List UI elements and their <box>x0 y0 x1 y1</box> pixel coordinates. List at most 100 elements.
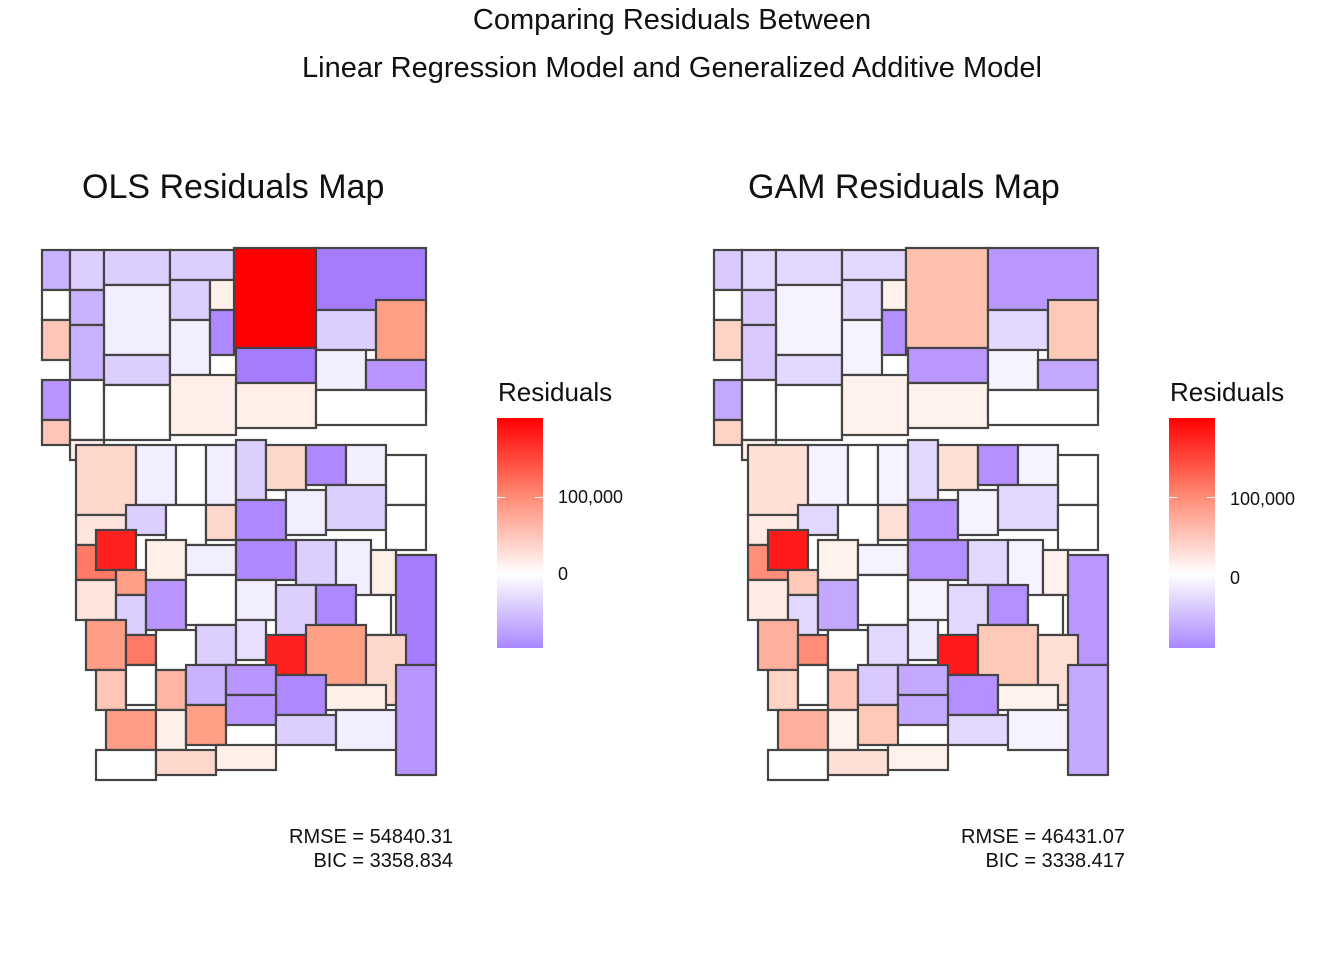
census-tract <box>906 498 960 542</box>
census-tract <box>740 323 778 382</box>
census-tract <box>946 673 1000 717</box>
ols-legend-label-0: 0 <box>558 564 569 584</box>
ols-panel-title: OLS Residuals Map <box>82 168 385 206</box>
census-tract <box>124 663 158 707</box>
ols-legend-tick-0 <box>497 574 505 575</box>
census-tract <box>740 248 778 292</box>
gam-panel-title: GAM Residuals Map <box>748 168 1060 206</box>
ols-bic: BIC = 3358.834 <box>313 850 453 872</box>
census-tract <box>774 248 844 287</box>
census-tract <box>986 388 1100 427</box>
census-tract <box>906 381 990 430</box>
gam-legend-title: Residuals <box>1170 377 1285 407</box>
census-tract <box>956 488 1000 537</box>
census-tract <box>234 578 278 622</box>
census-tract <box>856 543 910 577</box>
census-tract <box>168 248 236 282</box>
census-tract <box>740 288 778 327</box>
census-tract <box>154 708 188 752</box>
census-tract <box>314 246 428 312</box>
census-tract <box>94 748 158 782</box>
census-tract <box>946 713 1010 747</box>
ols-legend-tick-100000-right <box>535 497 543 498</box>
census-tract <box>314 308 378 352</box>
census-tract <box>214 743 278 772</box>
census-tract <box>294 538 338 587</box>
census-tract <box>184 703 228 747</box>
census-tract <box>168 318 212 377</box>
census-tract <box>796 663 830 707</box>
gam-legend-tick-100000-right <box>1207 497 1215 498</box>
census-tract <box>1006 708 1070 752</box>
census-tract <box>384 503 428 552</box>
main-title-line2: Linear Regression Model and Generalized … <box>302 52 1042 84</box>
census-tract <box>856 663 900 707</box>
census-tract <box>906 618 940 662</box>
census-tract <box>394 663 438 777</box>
census-tract <box>840 278 884 322</box>
census-tract <box>40 318 72 362</box>
ols-legend-colorbar <box>497 418 543 648</box>
census-tract <box>274 713 338 747</box>
census-tract <box>304 443 348 487</box>
census-tract <box>880 308 908 357</box>
census-tract <box>314 348 368 392</box>
census-tract <box>102 353 172 387</box>
census-tract <box>234 346 318 385</box>
census-tract <box>876 443 910 507</box>
census-tract <box>986 583 1030 627</box>
census-tract <box>40 248 72 292</box>
census-tract <box>40 288 72 322</box>
census-tract <box>906 538 970 582</box>
census-tract <box>102 248 172 287</box>
census-tract <box>74 443 138 517</box>
census-tract <box>846 443 880 507</box>
census-tract <box>816 578 860 632</box>
census-tract <box>94 668 128 712</box>
census-tract <box>208 308 236 357</box>
census-tract <box>234 381 318 430</box>
census-tract <box>1056 503 1100 552</box>
census-tract <box>154 748 218 777</box>
census-tract <box>224 693 278 727</box>
census-tract <box>40 378 72 422</box>
census-tract <box>144 578 188 632</box>
census-tract <box>144 538 188 582</box>
census-tract <box>904 246 990 350</box>
census-tract <box>766 748 830 782</box>
census-tract <box>369 548 398 597</box>
census-tract <box>374 298 428 362</box>
ols-rmse: RMSE = 54840.31 <box>289 826 453 848</box>
census-tract <box>826 748 890 777</box>
census-tract <box>184 543 238 577</box>
census-tract <box>816 538 860 582</box>
census-tract <box>896 693 950 727</box>
gam-legend-colorbar <box>1169 418 1215 648</box>
census-tract <box>114 568 148 597</box>
census-tract <box>68 288 106 327</box>
census-tract <box>232 246 318 350</box>
census-tract <box>324 483 388 532</box>
census-tract <box>154 628 198 672</box>
ols-residuals-map <box>40 246 438 782</box>
census-tract <box>204 443 238 507</box>
census-tract <box>996 483 1060 532</box>
census-tract <box>796 633 830 667</box>
census-tract <box>906 578 950 622</box>
census-tract <box>906 438 940 502</box>
census-tract <box>234 618 268 662</box>
census-tract <box>314 583 358 627</box>
ols-legend-tick-100000 <box>497 497 505 498</box>
census-tract <box>68 378 106 442</box>
gam-legend-label-0: 0 <box>1230 568 1241 588</box>
census-tract <box>836 503 880 547</box>
census-tract <box>1066 663 1110 777</box>
census-tract <box>774 353 844 387</box>
census-tract <box>866 623 910 667</box>
census-tract <box>314 388 428 427</box>
census-tract <box>840 373 910 437</box>
census-tract <box>774 283 844 357</box>
census-tract <box>996 683 1060 712</box>
census-tract <box>40 418 72 447</box>
census-tract <box>334 708 398 752</box>
